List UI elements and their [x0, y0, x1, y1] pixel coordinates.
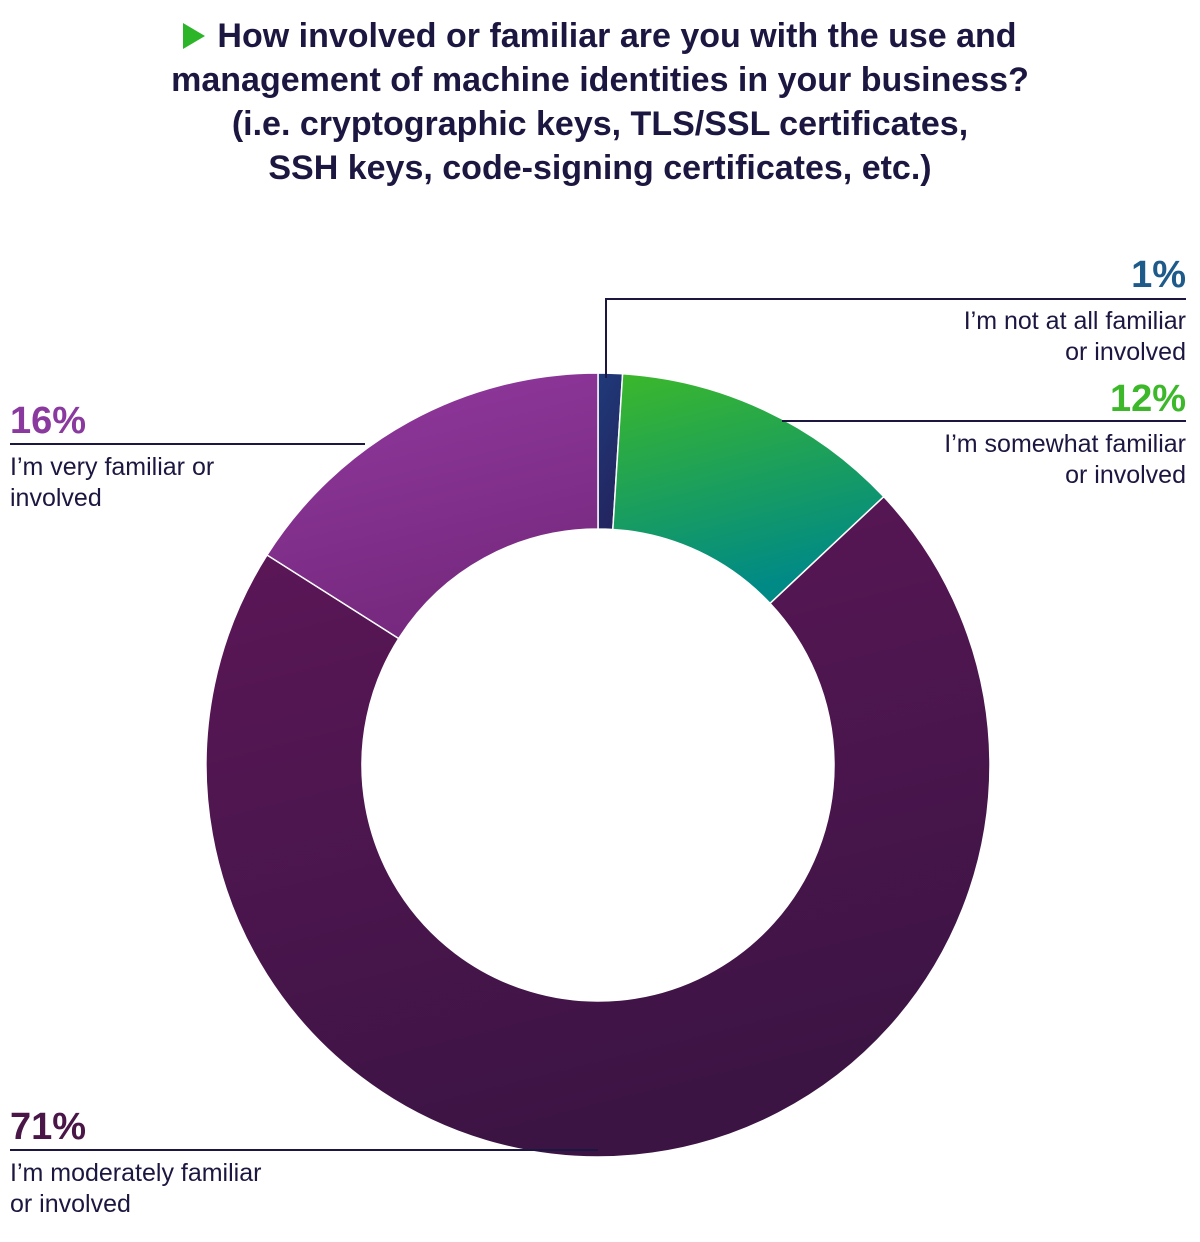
title-line-4: SSH keys, code-signing certificates, etc…: [268, 149, 932, 187]
slice-value-label-not-familiar: 1%: [1131, 254, 1186, 296]
chart-title: How involved or familiar are you with th…: [0, 14, 1200, 190]
leader-lines: [10, 298, 1186, 1151]
slice-value-label-somewhat-familiar: 12%: [1109, 378, 1186, 420]
title-line-2: management of machine identities in your…: [171, 61, 1029, 99]
slice-label-very-familiar: I’m very familiar or involved: [10, 453, 215, 512]
play-triangle-icon: [183, 23, 206, 49]
slice-value-label-moderately-familiar: 71%: [10, 1106, 87, 1148]
title-line-3: (i.e. cryptographic keys, TLS/SSL certif…: [231, 105, 969, 143]
leader-line-not-familiar: [605, 298, 1186, 378]
donut-slice-moderately-familiar: [205, 495, 991, 1158]
slice-label-not-familiar: I’m not at all familiar or involved: [963, 307, 1186, 366]
donut-slice-very-familiar: [265, 372, 599, 640]
title-line-1: How involved or familiar are you with th…: [0, 14, 1200, 58]
slice-label-moderately-familiar: I’m moderately familiar or involved: [10, 1159, 262, 1218]
slice-label-somewhat-familiar: I’m somewhat familiar or involved: [944, 430, 1186, 489]
slice-value-label-very-familiar: 16%: [10, 400, 87, 442]
donut-slices: [205, 372, 991, 1158]
